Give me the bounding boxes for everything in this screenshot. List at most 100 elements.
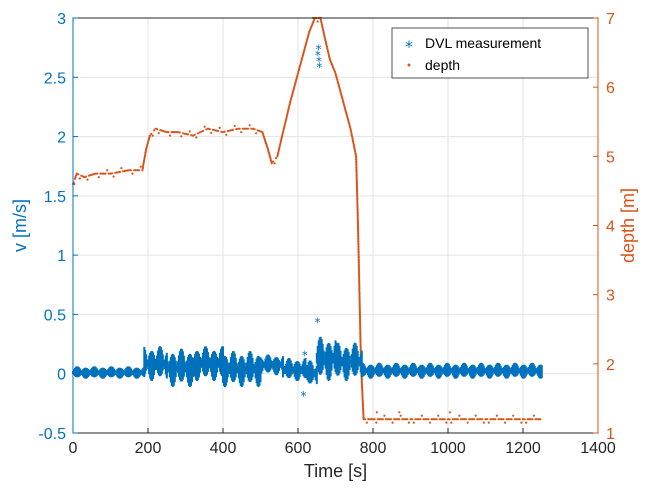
depth-point [203, 125, 206, 128]
depth-point [351, 137, 354, 140]
depth-point [248, 124, 251, 127]
depth-point [274, 157, 278, 160]
depth-point [476, 418, 479, 421]
depth-point [357, 238, 360, 242]
depth-point [255, 132, 258, 135]
depth-point [409, 418, 412, 421]
depth-point [356, 206, 359, 209]
depth-point [359, 327, 362, 330]
depth-point [358, 290, 361, 293]
depth-point [429, 421, 432, 424]
depth-point [523, 418, 526, 421]
depth-point [344, 108, 347, 111]
depth-point [165, 131, 168, 134]
depth-point [515, 418, 518, 421]
depth-point [324, 40, 327, 43]
x-tick-label: 0 [69, 440, 78, 457]
depth-point [284, 119, 287, 122]
right-y-tick-label: 5 [606, 149, 615, 166]
depth-point [437, 414, 440, 417]
depth-point [358, 296, 361, 299]
depth-point [172, 131, 175, 134]
depth-point [490, 418, 494, 421]
depth-point [129, 169, 132, 172]
depth-point [285, 116, 288, 119]
depth-point [356, 195, 359, 198]
depth-point [73, 182, 76, 186]
depth-point [355, 181, 358, 184]
depth-point [356, 201, 359, 205]
depth-point [520, 421, 523, 424]
depth-point [365, 421, 368, 424]
depth-point [529, 418, 532, 421]
depth-point [97, 176, 100, 179]
depth-point [357, 253, 360, 256]
depth-point [361, 399, 364, 402]
depth-point [450, 421, 453, 424]
depth-point [360, 378, 363, 381]
x-tick-label: 400 [210, 440, 237, 457]
depth-point [358, 317, 362, 320]
depth-point [484, 418, 487, 421]
depth-point [236, 127, 240, 130]
depth-point [512, 414, 515, 417]
depth-point [144, 153, 147, 156]
depth-point [150, 132, 153, 135]
depth-point [534, 418, 537, 421]
depth-point [358, 285, 361, 288]
depth-point [464, 418, 467, 421]
depth-point [101, 172, 104, 175]
depth-point [188, 130, 191, 133]
depth-point [282, 129, 285, 132]
depth-point [358, 295, 361, 298]
depth-point [481, 418, 484, 421]
depth-point [358, 308, 361, 311]
depth-point [432, 418, 435, 421]
depth-point [446, 418, 450, 421]
depth-point [525, 421, 528, 424]
depth-point [357, 267, 360, 270]
depth-point [356, 190, 359, 193]
depth-point [411, 418, 414, 421]
velocity-point: * [316, 55, 322, 69]
depth-point [375, 421, 378, 424]
depth-point [111, 172, 114, 175]
depth-point [361, 405, 365, 408]
depth-point [469, 418, 472, 421]
depth-point [77, 173, 80, 176]
depth-point [539, 418, 542, 421]
depth-point [357, 227, 360, 230]
depth-point [243, 127, 246, 130]
depth-point [360, 381, 363, 384]
depth-point [358, 293, 361, 296]
depth-point [355, 179, 358, 182]
depth-point [226, 129, 230, 133]
depth-point [138, 169, 141, 172]
depth-point [362, 413, 365, 416]
depth-point [440, 418, 443, 421]
depth-point [357, 229, 360, 232]
depth-point [151, 134, 154, 137]
depth-point [492, 418, 495, 421]
depth-point [357, 248, 360, 251]
depth-point [438, 418, 441, 421]
depth-point [357, 235, 360, 238]
depth-point [288, 103, 291, 106]
depth-point [216, 129, 220, 133]
depth-point [200, 130, 203, 133]
depth-point [107, 172, 110, 175]
depth-point [153, 129, 156, 132]
depth-point [386, 418, 389, 421]
depth-point [168, 134, 172, 137]
depth-point [380, 418, 383, 421]
depth-point [356, 213, 359, 216]
depth-point [359, 330, 362, 333]
right-y-tick-label: 7 [606, 11, 615, 28]
depth-point [175, 131, 178, 134]
depth-point [357, 256, 360, 259]
depth-point [532, 414, 536, 417]
depth-point [359, 345, 362, 348]
depth-point [357, 258, 360, 261]
depth-point [358, 311, 361, 314]
depth-point [355, 185, 359, 188]
